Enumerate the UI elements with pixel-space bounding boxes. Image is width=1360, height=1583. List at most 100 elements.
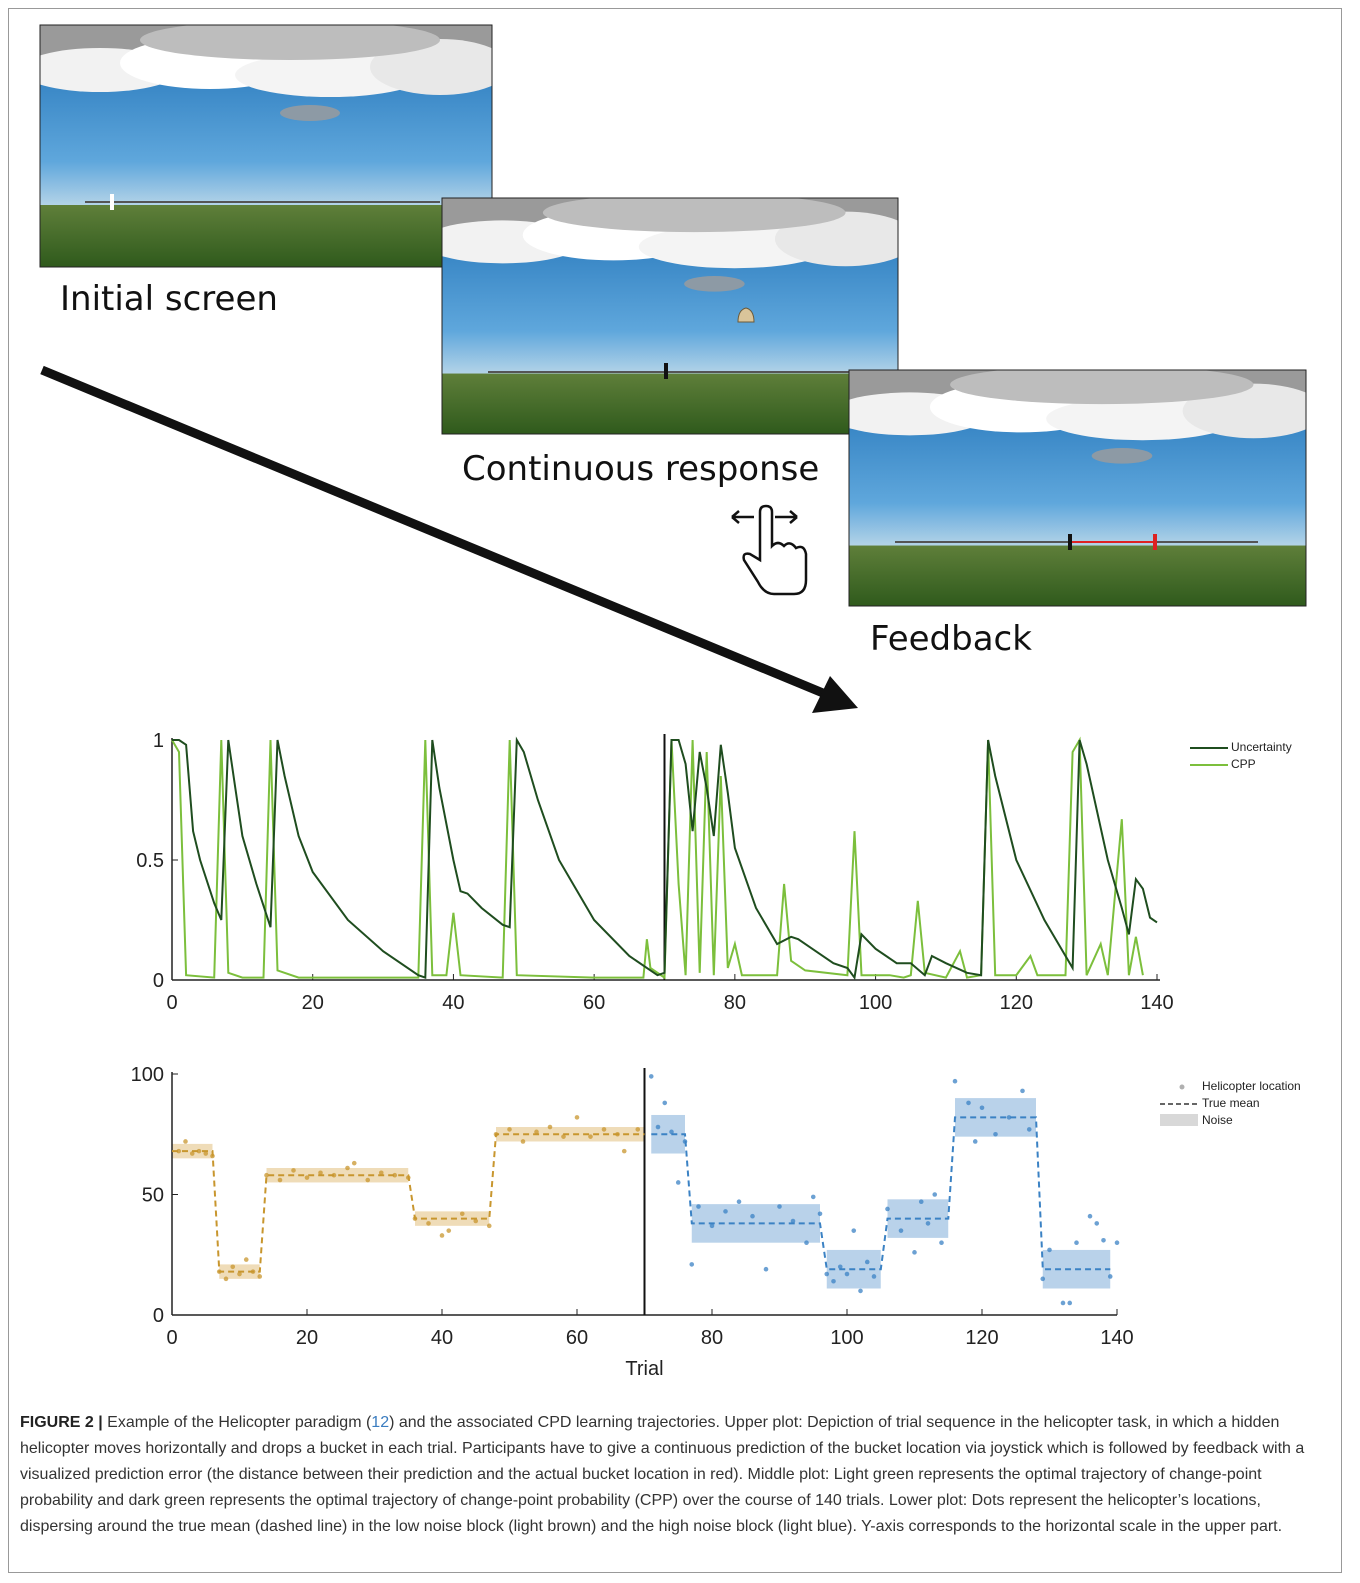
panel-label: Feedback	[870, 619, 1032, 659]
x-tick-label: 100	[859, 992, 892, 1014]
helicopter-location	[844, 1271, 850, 1277]
helicopter-location	[689, 1262, 695, 1267]
helicopter-location	[966, 1100, 971, 1106]
series-line	[172, 736, 1158, 981]
helicopter-location	[426, 1221, 431, 1226]
helicopter-location	[223, 1276, 229, 1282]
helicopter-location	[993, 1131, 998, 1137]
helicopter-location	[392, 1172, 398, 1178]
legend-swatch	[1160, 1114, 1198, 1126]
y-tick-label: 100	[131, 1064, 164, 1086]
helicopter-location	[804, 1240, 809, 1245]
x-tick-label: 80	[724, 992, 746, 1014]
helicopter-location	[810, 1194, 816, 1200]
helicopter-location	[1114, 1240, 1120, 1245]
helicopter-location	[790, 1218, 796, 1224]
x-tick-label: 20	[296, 1327, 318, 1349]
helicopter-location	[750, 1213, 755, 1219]
screenshot-initial	[39, 24, 493, 268]
helicopter-location	[507, 1127, 512, 1132]
figure-frame	[8, 8, 1342, 1573]
helicopter-location	[257, 1274, 263, 1279]
noise-band	[496, 1127, 645, 1142]
helicopter-location	[736, 1199, 742, 1205]
screenshot-feedback	[848, 369, 1307, 607]
helicopter-location	[1006, 1115, 1012, 1120]
helicopter-location	[1087, 1213, 1093, 1219]
helicopter-location	[486, 1223, 492, 1229]
y-tick-label: 50	[142, 1185, 164, 1207]
helicopter-location	[237, 1271, 242, 1277]
helicopter-location	[1074, 1240, 1079, 1245]
helicopter-location	[561, 1134, 566, 1139]
helicopter-location	[230, 1264, 236, 1270]
helicopter-location	[1040, 1276, 1046, 1282]
helicopter-location	[1026, 1127, 1032, 1132]
helicopter-location	[1067, 1300, 1073, 1306]
helicopter-location	[196, 1148, 202, 1154]
helicopter-location	[439, 1233, 445, 1238]
helicopter-location	[250, 1269, 256, 1274]
x-tick-label: 0	[166, 1327, 177, 1349]
legend-label: Uncertainty	[1231, 740, 1292, 754]
x-tick-label: 120	[965, 1327, 998, 1349]
caption-label: FIGURE 2 |	[20, 1414, 103, 1431]
helicopter-location	[871, 1274, 877, 1279]
y-tick-label: 0.5	[136, 850, 164, 872]
x-tick-label: 0	[166, 992, 177, 1014]
helicopter-location	[1101, 1237, 1106, 1243]
helicopter-location	[1060, 1300, 1066, 1306]
helicopter-location	[176, 1148, 182, 1154]
helicopter-location	[648, 1074, 654, 1079]
x-tick-label: 40	[431, 1327, 453, 1349]
caption-reference[interactable]: 12	[371, 1414, 390, 1431]
helicopter-location	[264, 1172, 269, 1178]
helicopter-location	[405, 1175, 411, 1180]
x-tick-label: 120	[1000, 992, 1033, 1014]
x-tick-label: 80	[701, 1327, 723, 1349]
x-tick-label: 140	[1100, 1327, 1133, 1349]
helicopter-location	[621, 1148, 627, 1154]
helicopter-location	[243, 1257, 249, 1262]
helicopter-location	[203, 1151, 209, 1156]
helicopter-location	[547, 1124, 553, 1130]
helicopter-location	[817, 1211, 823, 1217]
helicopter-location	[615, 1131, 620, 1137]
helicopter-location	[675, 1180, 681, 1185]
helicopter-location	[635, 1127, 641, 1132]
helicopter-location	[824, 1271, 830, 1277]
caption-text: ) and the associated CPD learning trajec…	[20, 1414, 1305, 1535]
legend-label: True mean	[1202, 1096, 1260, 1110]
x-tick-label: 140	[1140, 992, 1173, 1014]
helicopter-location	[291, 1168, 296, 1173]
caption-text: Example of the Helicopter paradigm (	[107, 1414, 372, 1431]
helicopter-location	[473, 1218, 479, 1224]
true-mean	[172, 1133, 645, 1273]
x-tick-label: 20	[302, 992, 324, 1014]
series-line	[171, 736, 1144, 980]
helicopter-location	[351, 1160, 357, 1166]
helicopter-location	[189, 1151, 195, 1156]
helicopter-location	[918, 1199, 924, 1205]
helicopter-location	[520, 1139, 526, 1144]
y-tick-label: 1	[153, 730, 164, 752]
legend-label: Noise	[1202, 1113, 1233, 1127]
helicopter-location	[696, 1204, 701, 1209]
figure-caption: FIGURE 2 | Example of the Helicopter par…	[20, 1410, 1338, 1540]
helicopter-location	[723, 1209, 728, 1214]
helicopter-location	[939, 1240, 944, 1245]
legend-label: CPP	[1231, 757, 1256, 771]
true-mean	[651, 1116, 1111, 1271]
helicopter-location	[459, 1211, 465, 1217]
helicopter-location	[318, 1170, 323, 1176]
hand-icon	[731, 504, 808, 596]
helicopter-location	[952, 1078, 958, 1084]
helicopter-location	[763, 1266, 769, 1272]
helicopter-location	[979, 1105, 985, 1111]
helicopter-location	[345, 1165, 350, 1171]
helicopter-location	[1107, 1274, 1113, 1279]
helicopter-location	[1047, 1247, 1052, 1253]
helicopter-location	[304, 1175, 310, 1180]
helicopter-location	[655, 1124, 661, 1130]
